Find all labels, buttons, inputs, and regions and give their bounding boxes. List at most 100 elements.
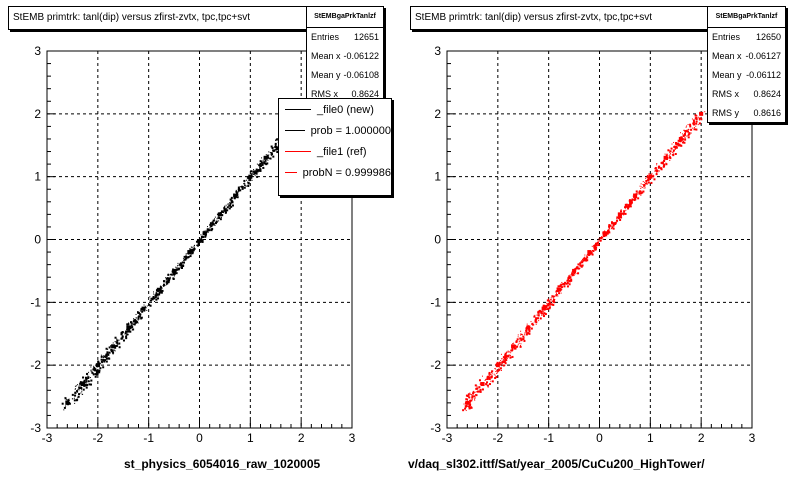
right-scatter-point: [535, 323, 537, 325]
right-scatter-point: [568, 283, 571, 286]
right-scatter-point: [494, 368, 496, 370]
left-scatter-point: [104, 359, 106, 361]
right-scatter-point: [504, 352, 507, 355]
left-scatter-point: [251, 172, 253, 174]
left-scatter-point: [200, 238, 203, 241]
right-scatter-point: [550, 298, 552, 300]
right-scatter-point: [629, 205, 632, 208]
left-scatter-point: [166, 277, 169, 280]
right-scatter-point: [597, 244, 600, 247]
left-scatter-point: [149, 304, 152, 307]
left-scatter-point: [272, 155, 275, 158]
right-scatter-point: [592, 246, 594, 248]
left-scatter-point: [157, 289, 159, 291]
left-scatter-point: [253, 171, 255, 173]
left-scatter-point: [226, 209, 229, 212]
left-scatter-point: [157, 295, 159, 297]
left-scatter-point: [74, 388, 76, 390]
left-scatter-point: [160, 290, 163, 293]
left-x-axis-label: st_physics_6054016_raw_1020005: [124, 457, 321, 471]
right-scatter-point: [481, 375, 483, 377]
left-scatter-point: [77, 391, 79, 393]
left-scatter-point: [189, 248, 191, 250]
legend-line: [285, 172, 297, 173]
left-scatter-point: [139, 313, 142, 316]
right-scatter-point: [666, 153, 668, 155]
left-scatter-point: [256, 170, 259, 173]
right-scatter-point: [465, 398, 467, 400]
right-scatter-point: [566, 279, 569, 282]
left-scatter-point: [247, 177, 249, 179]
right-scatter-point: [546, 304, 549, 307]
left-scatter-point: [78, 387, 81, 390]
right-scatter-point: [493, 373, 495, 375]
left-scatter-point: [197, 239, 200, 242]
right-scatter-point: [630, 199, 633, 202]
left-scatter-point: [157, 297, 160, 300]
right-scatter-point: [642, 186, 644, 188]
right-scatter-point: [538, 320, 540, 322]
left-scatter-point: [249, 179, 252, 182]
right-scatter-point: [464, 407, 467, 410]
right-scatter-point: [694, 114, 697, 117]
right-scatter-point: [497, 366, 499, 368]
right-scatter-point: [640, 186, 642, 188]
right-scatter-point: [623, 210, 626, 213]
left-scatter-point: [85, 380, 87, 382]
right-scatter-point: [650, 175, 652, 177]
left-scatter-point: [268, 154, 270, 156]
right-scatter-point: [663, 163, 666, 166]
left-scatter-point: [80, 386, 83, 389]
left-y-tick-label: -1: [30, 295, 41, 309]
right-scatter-point: [568, 279, 570, 281]
right-scatter-point: [520, 334, 522, 336]
left-scatter-point: [126, 330, 129, 333]
right-scatter-point: [594, 249, 596, 251]
right-scatter-point: [465, 404, 468, 407]
right-scatter-point: [604, 230, 606, 232]
left-scatter-point: [225, 208, 227, 210]
right-scatter-point: [524, 332, 526, 334]
left-scatter-point: [253, 173, 255, 175]
right-scatter-point: [675, 143, 677, 145]
left-scatter-point: [276, 138, 278, 140]
left-scatter-point: [85, 384, 88, 387]
right-scatter-point: [587, 252, 590, 255]
right-y-tick-label: 0: [434, 233, 441, 247]
left-scatter-point: [176, 266, 178, 268]
right-scatter-point: [635, 196, 637, 198]
left-scatter-point: [104, 356, 106, 358]
right-scatter-point: [500, 353, 502, 355]
left-scatter-point: [82, 376, 85, 379]
left-scatter-point: [151, 298, 154, 301]
right-scatter-point: [521, 334, 523, 336]
left-scatter-point: [195, 240, 198, 243]
left-scatter-point: [154, 294, 157, 297]
left-scatter-point: [81, 389, 83, 391]
right-scatter-point: [608, 231, 611, 234]
right-scatter-point: [516, 345, 519, 348]
left-scatter-point: [274, 145, 276, 147]
left-scatter-point: [160, 285, 162, 287]
right-scatter-point: [611, 226, 614, 229]
right-scatter-point: [505, 357, 507, 359]
left-scatter-point: [186, 253, 188, 255]
right-scatter-point: [510, 349, 513, 352]
left-scatter-point: [246, 177, 248, 179]
right-scatter-point: [537, 310, 540, 313]
right-scatter-point: [606, 231, 608, 233]
left-scatter-point: [137, 319, 139, 321]
right-scatter-point: [496, 369, 499, 372]
left-scatter-point: [134, 320, 137, 323]
right-scatter-point: [474, 384, 477, 387]
left-scatter-point: [131, 326, 134, 329]
right-scatter-point: [669, 153, 671, 155]
right-scatter-point: [593, 246, 596, 249]
right-scatter-point: [478, 387, 480, 389]
stats-label: Mean y: [712, 70, 742, 80]
right-scatter-point: [659, 167, 662, 170]
left-scatter-point: [74, 394, 77, 397]
left-scatter-point: [243, 179, 246, 182]
right-scatter-point: [479, 388, 482, 391]
left-scatter-point: [100, 354, 102, 356]
